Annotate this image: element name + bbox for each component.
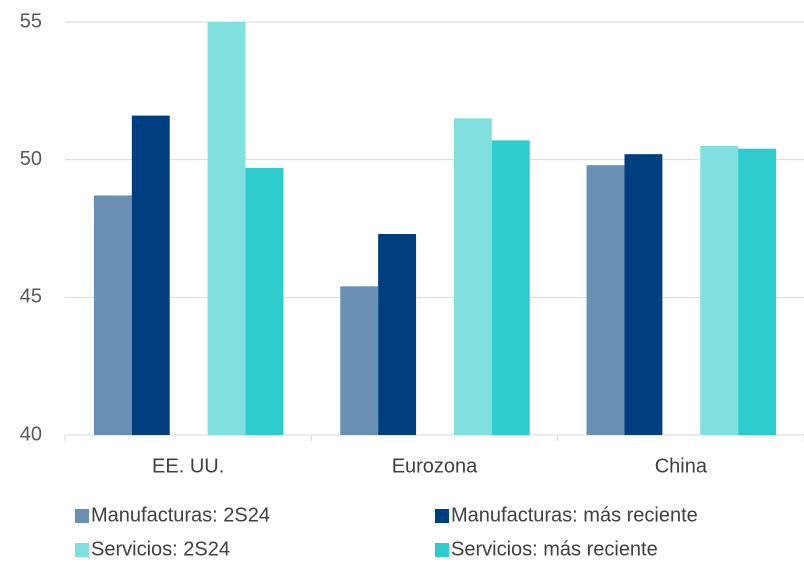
bar	[245, 167, 284, 435]
legend-label: Servicios: más reciente	[451, 538, 658, 560]
x-tick-label: China	[655, 455, 708, 477]
bar	[491, 140, 530, 436]
y-tick-label: 40	[20, 423, 42, 445]
legend-swatch	[75, 543, 89, 557]
bar	[207, 22, 246, 435]
bar	[453, 118, 492, 435]
bar	[700, 145, 739, 435]
legend-swatch	[435, 509, 449, 523]
bar	[738, 148, 777, 436]
y-tick-label: 55	[20, 10, 42, 32]
bar	[586, 165, 625, 435]
legend-label: Manufacturas: 2S24	[91, 504, 270, 526]
bar	[93, 195, 132, 435]
x-tick-label: Eurozona	[392, 455, 478, 477]
x-tick-label: EE. UU.	[152, 455, 224, 477]
y-tick-label: 50	[20, 148, 42, 170]
legend-swatch	[75, 509, 89, 523]
bar	[378, 234, 417, 435]
y-tick-label: 45	[20, 286, 42, 308]
legend-swatch	[435, 543, 449, 557]
bar	[340, 286, 379, 435]
bar	[624, 154, 663, 435]
legend-label: Manufacturas: más reciente	[451, 504, 698, 526]
legend-label: Servicios: 2S24	[91, 538, 230, 560]
bar	[131, 115, 170, 435]
